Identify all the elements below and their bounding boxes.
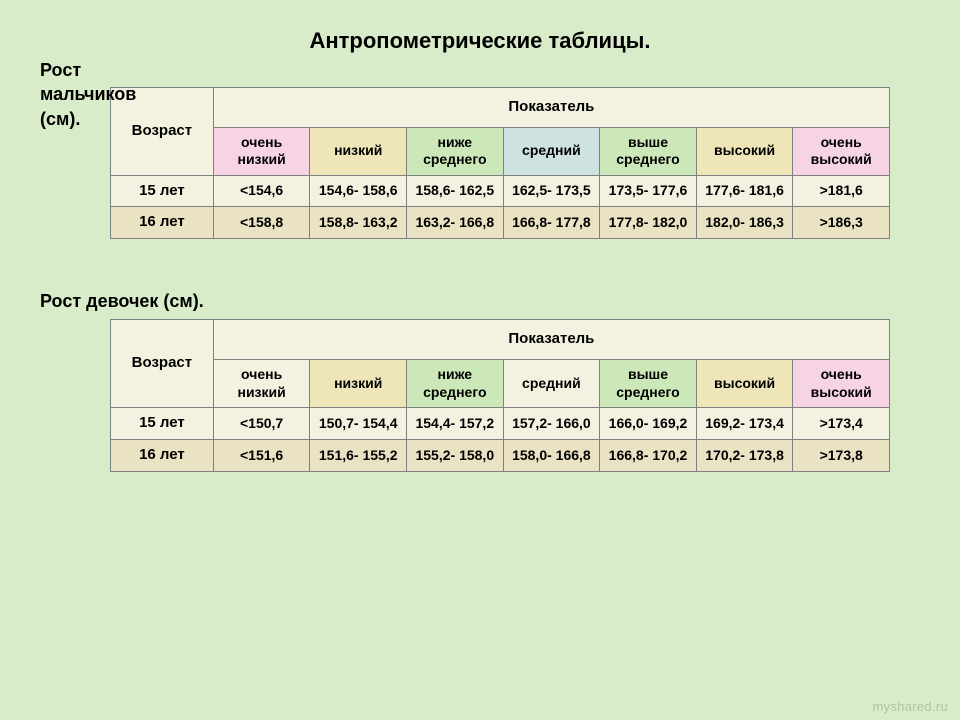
boys-age-cell: 16 лет <box>111 207 214 239</box>
boys-table: Возраст Показатель очень низкийнизкийниж… <box>110 87 890 239</box>
boys-data-cell: 166,8- 177,8 <box>503 207 600 239</box>
girls-data-cell: 166,0- 169,2 <box>600 408 697 440</box>
girls-data-cell: 155,2- 158,0 <box>407 439 504 471</box>
boys-col-header: очень низкий <box>213 127 310 175</box>
girls-data-cell: 154,4- 157,2 <box>407 408 504 440</box>
table-row: Возраст Показатель <box>111 87 890 127</box>
girls-col-header: ниже среднего <box>407 360 504 408</box>
boys-data-cell: 182,0- 186,3 <box>696 207 793 239</box>
boys-indicator-header: Показатель <box>213 87 889 127</box>
girls-data-cell: 169,2- 173,4 <box>696 408 793 440</box>
boys-data-cell: 173,5- 177,6 <box>600 175 697 207</box>
girls-col-header: средний <box>503 360 600 408</box>
girls-data-cell: 150,7- 154,4 <box>310 408 407 440</box>
watermark: myshared.ru <box>872 699 948 714</box>
boys-data-cell: <154,6 <box>213 175 310 207</box>
boys-data-cell: 154,6- 158,6 <box>310 175 407 207</box>
boys-data-cell: >181,6 <box>793 175 890 207</box>
table-row: 15 лет<154,6154,6- 158,6158,6- 162,5162,… <box>111 175 890 207</box>
boys-col-header: высокий <box>696 127 793 175</box>
table-row: Возраст Показатель <box>111 320 890 360</box>
girls-indicator-header: Показатель <box>213 320 889 360</box>
boys-data-cell: 158,6- 162,5 <box>407 175 504 207</box>
boys-data-cell: <158,8 <box>213 207 310 239</box>
girls-data-cell: >173,4 <box>793 408 890 440</box>
boys-data-cell: >186,3 <box>793 207 890 239</box>
girls-age-cell: 16 лет <box>111 439 214 471</box>
boys-table-wrap: Возраст Показатель очень низкийнизкийниж… <box>40 87 920 239</box>
boys-data-cell: 177,8- 182,0 <box>600 207 697 239</box>
boys-col-header: низкий <box>310 127 407 175</box>
boys-data-cell: 158,8- 163,2 <box>310 207 407 239</box>
boys-col-header: средний <box>503 127 600 175</box>
boys-col-header: выше среднего <box>600 127 697 175</box>
girls-data-cell: <150,7 <box>213 408 310 440</box>
girls-data-cell: 151,6- 155,2 <box>310 439 407 471</box>
girls-table-wrap: Возраст Показатель очень низкийнизкийниж… <box>40 319 920 471</box>
page-root: Антропометрические таблицы. Рост мальчик… <box>0 0 960 720</box>
girls-col-header: выше среднего <box>600 360 697 408</box>
girls-col-header: низкий <box>310 360 407 408</box>
boys-title-line-2: мальчиков <box>40 84 136 104</box>
girls-col-header: высокий <box>696 360 793 408</box>
boys-col-header: ниже среднего <box>407 127 504 175</box>
girls-age-header: Возраст <box>111 320 214 408</box>
girls-col-header: очень низкий <box>213 360 310 408</box>
girls-age-cell: 15 лет <box>111 408 214 440</box>
girls-data-cell: 170,2- 173,8 <box>696 439 793 471</box>
boys-data-cell: 177,6- 181,6 <box>696 175 793 207</box>
boys-title-line-1: Рост <box>40 60 81 80</box>
table-row: 16 лет<151,6151,6- 155,2155,2- 158,0158,… <box>111 439 890 471</box>
boys-col-header: очень высокий <box>793 127 890 175</box>
table-row: очень низкийнизкийниже среднегосреднийвы… <box>111 360 890 408</box>
girls-table: Возраст Показатель очень низкийнизкийниж… <box>110 319 890 471</box>
girls-data-cell: 157,2- 166,0 <box>503 408 600 440</box>
table-row: очень низкийнизкийниже среднегосреднийвы… <box>111 127 890 175</box>
girls-data-cell: 158,0- 166,8 <box>503 439 600 471</box>
girls-col-header: очень высокий <box>793 360 890 408</box>
boys-age-cell: 15 лет <box>111 175 214 207</box>
girls-section-title: Рост девочек (см). <box>40 289 920 313</box>
boys-data-cell: 162,5- 173,5 <box>503 175 600 207</box>
page-title: Антропометрические таблицы. <box>40 28 920 54</box>
table-row: 15 лет<150,7150,7- 154,4154,4- 157,2157,… <box>111 408 890 440</box>
boys-data-cell: 163,2- 166,8 <box>407 207 504 239</box>
girls-data-cell: >173,8 <box>793 439 890 471</box>
girls-data-cell: <151,6 <box>213 439 310 471</box>
girls-data-cell: 166,8- 170,2 <box>600 439 697 471</box>
boys-title-line-3: (см). <box>40 109 80 129</box>
table-row: 16 лет<158,8158,8- 163,2163,2- 166,8166,… <box>111 207 890 239</box>
